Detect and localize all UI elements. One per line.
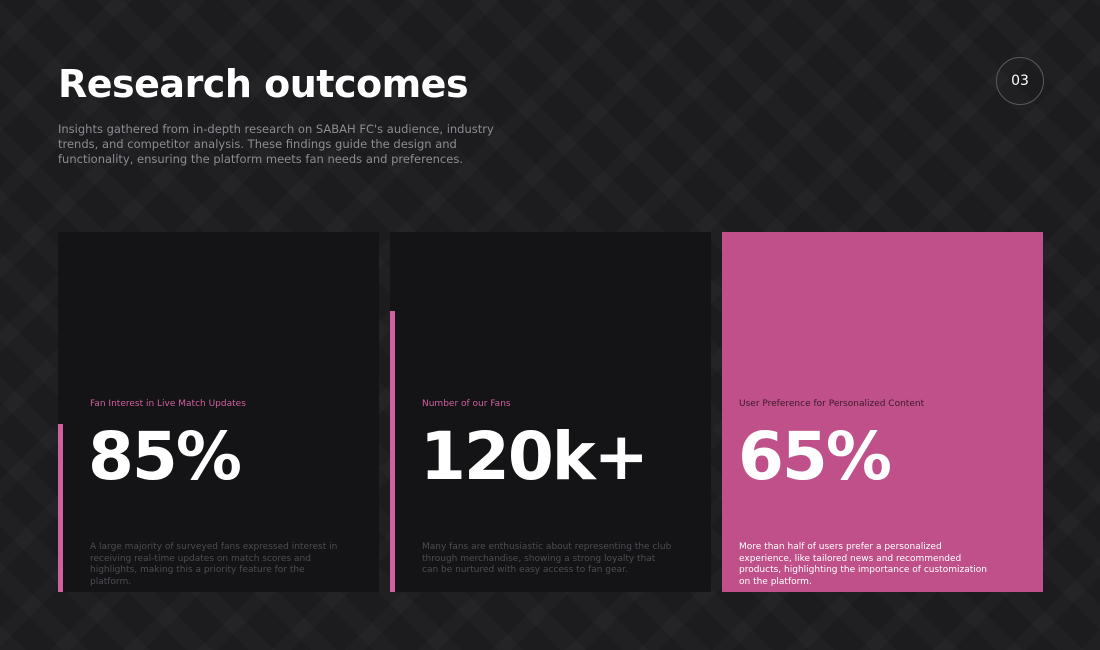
stat-value: 85% [88,418,242,495]
page-number-badge: 03 [996,57,1044,105]
stat-card-live-updates: Fan Interest in Live Match Updates 85% A… [58,232,379,592]
accent-bar [390,311,395,592]
stat-description: A large majority of surveyed fans expres… [90,542,338,587]
stat-value: 120k+ [420,418,649,495]
stat-card-fans: Number of our Fans 120k+ Many fans are e… [390,232,711,592]
stat-description: More than half of users prefer a persona… [739,542,987,587]
stat-label: Number of our Fans [422,399,511,409]
page-title: Research outcomes [58,62,469,106]
stat-description: Many fans are enthusiastic about represe… [422,542,672,575]
accent-bar [58,424,63,592]
stat-card-personalized: User Preference for Personalized Content… [722,232,1043,592]
stat-label: User Preference for Personalized Content [739,399,925,409]
stat-label: Fan Interest in Live Match Updates [90,399,246,409]
page-subtitle: Insights gathered from in-depth research… [58,122,494,166]
stat-value: 65% [738,418,892,495]
